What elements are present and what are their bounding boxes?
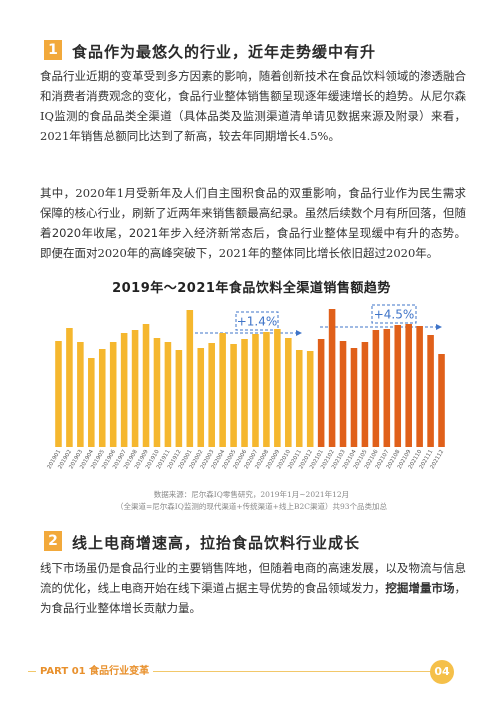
bar: [383, 329, 391, 447]
bar: [131, 330, 139, 447]
text: 但随着2020年收尾，2021年步入经济新常态后，食品行业整体呈现缓中有升的态势…: [40, 206, 466, 240]
annotation-box: [371, 304, 417, 324]
bar: [55, 341, 62, 447]
source: （全渠道=尼尔森IQ监测的现代渠道+传统渠道+线上B2C渠道）共93个品类加总: [115, 502, 388, 511]
bar: [295, 350, 303, 447]
bar: [77, 342, 84, 447]
text: 挖掘增量市场: [385, 581, 455, 595]
bar: [164, 342, 172, 447]
bar: [175, 350, 183, 447]
chart: +1.4% +4.5% 2019012019022019032019042019…: [47, 304, 445, 470]
arrowhead: [296, 330, 302, 336]
paragraph: 线下市场虽仍是食品行业的主要销售阵地，但随着电商的高速发展，以及物流与信息流的优…: [40, 558, 466, 618]
section-title: 线上电商增速高，拉抬食品饮料行业成长: [72, 534, 361, 552]
bar: [230, 344, 237, 447]
source: 数据来源：尼尔森IQ零售研究，2019年1月~2021年12月: [153, 490, 350, 499]
bar: [142, 324, 150, 447]
section-number: 2: [44, 531, 62, 551]
paragraph: 其中，2020年1月受新年及人们自主囤积食品的双重影响，食品行业作为民生需求保障…: [40, 183, 466, 263]
section-title: 食品作为最悠久的行业，近年走势缓中有升: [72, 43, 377, 61]
bar: [120, 333, 128, 447]
section-number: 1: [44, 40, 62, 60]
bar: [197, 348, 205, 447]
footer-line: [28, 671, 448, 672]
bar: [66, 328, 73, 447]
paragraph: 食品行业近期的变革受到多方因素的影响，随着创新技术在食品饮料领域的渗透融合和消费…: [40, 69, 466, 143]
bar: [328, 309, 336, 447]
bar: [263, 332, 270, 447]
bar: [186, 310, 194, 447]
bar: [317, 339, 325, 447]
bar: [394, 325, 402, 447]
text: 其中，2020年1月受新年及人们自主囤积食品的双重影响，食品行业作为民生需求保障…: [40, 186, 466, 220]
annotation: +4.5%: [374, 308, 415, 322]
bar: [109, 342, 117, 447]
bar: [427, 335, 434, 447]
annotation-box: [235, 311, 279, 331]
annotation: +1.4%: [237, 315, 278, 329]
bar: [208, 343, 215, 447]
bar: [274, 329, 281, 447]
text: 线下市场虽仍是食品行业的主要销售阵地，但随着电商的高速发展，以及物流与信息流的优…: [40, 561, 466, 595]
bar: [350, 348, 358, 447]
arrowhead: [436, 324, 442, 330]
bar: [98, 349, 106, 447]
bar: [285, 338, 292, 447]
bar: [405, 324, 412, 447]
bar: [416, 326, 423, 447]
footer-part: PART 01 食品行业变革: [36, 662, 154, 677]
page-number: 04: [430, 660, 454, 684]
bar: [372, 330, 380, 447]
bar: [361, 342, 369, 447]
bar: [339, 341, 347, 447]
bar: [306, 351, 314, 447]
bar: [153, 338, 161, 447]
bar: [438, 354, 445, 447]
text: 即便在面对2020年的高峰突破下，2021年的整体同比增长依旧超过2020年。: [40, 246, 439, 260]
bar: [88, 358, 95, 447]
text: ，为食品行业整体增长贡献力量。: [40, 581, 467, 615]
bar: [219, 333, 226, 447]
bar: [252, 334, 259, 447]
chart-title: 2019年～2021年食品饮料全渠道销售额趋势: [112, 281, 391, 296]
bar: [241, 339, 248, 447]
